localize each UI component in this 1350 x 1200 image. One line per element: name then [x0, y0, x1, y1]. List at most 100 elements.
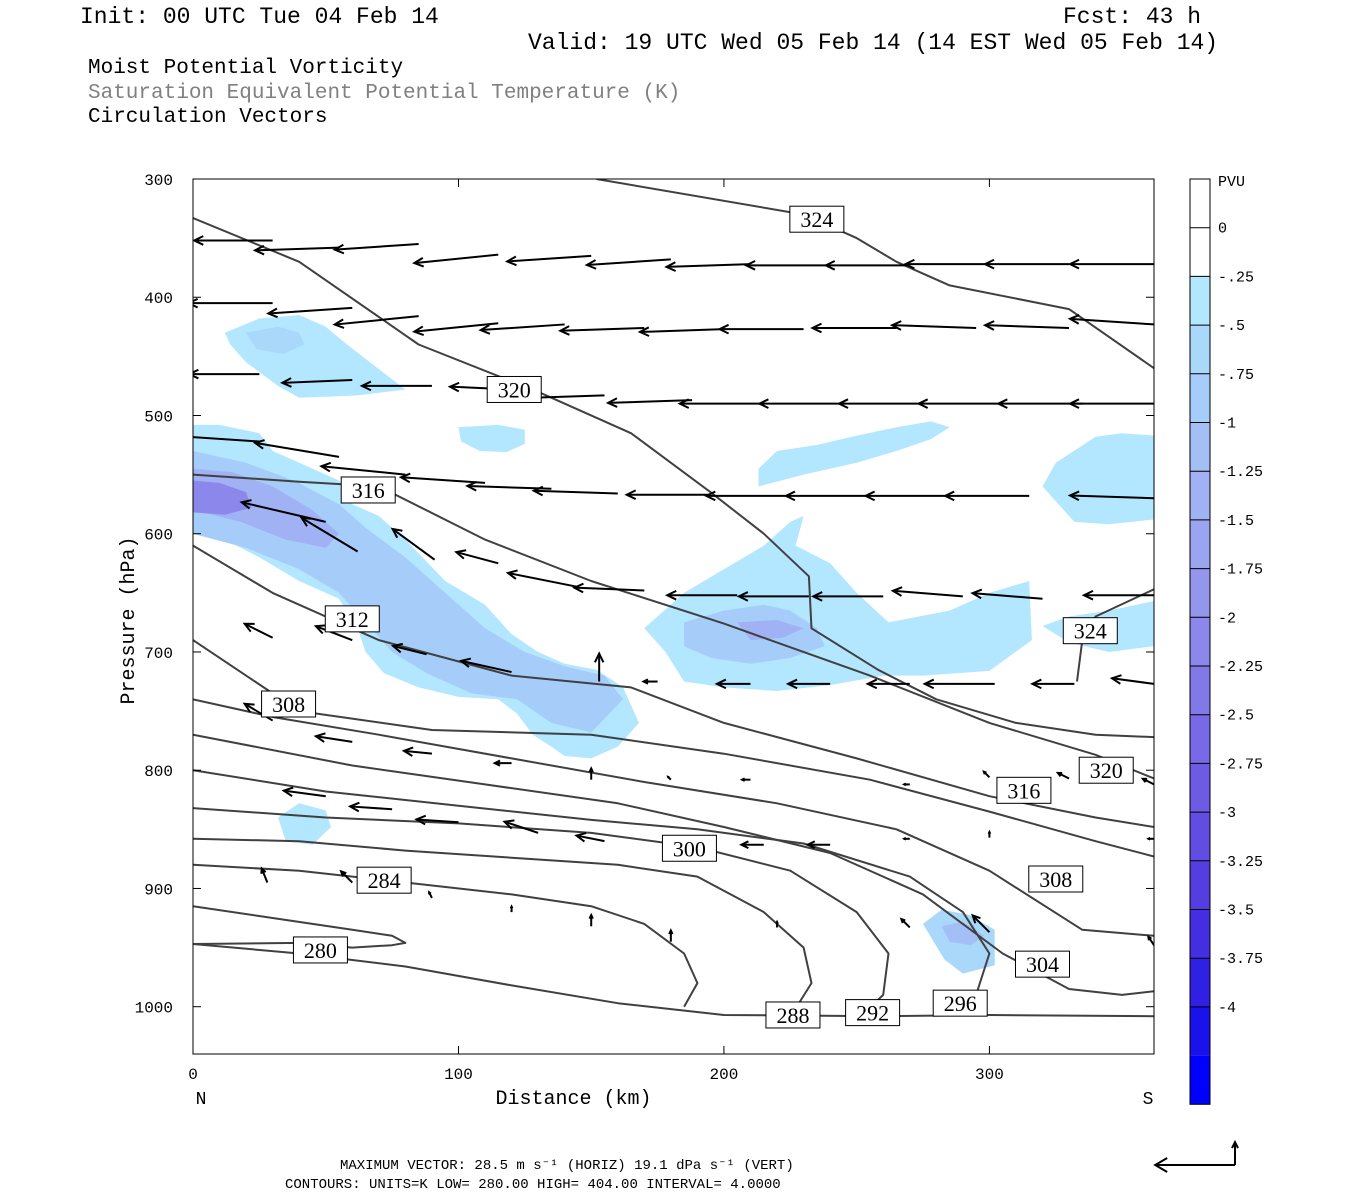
contour-label-320: 320 [1078, 756, 1134, 784]
contour-label-box [932, 989, 988, 1017]
circulation-vector-head [739, 840, 749, 850]
reference-vector-vert-head [1231, 1139, 1239, 1149]
circulation-vector [244, 702, 274, 722]
circulation-vector-head [412, 256, 425, 268]
circulation-vector-head [504, 255, 517, 267]
circulation-vector-head [739, 777, 746, 782]
circulation-vector [193, 436, 260, 443]
contour-label-box [789, 205, 845, 233]
circulation-vector [507, 254, 592, 263]
circulation-vector-head [889, 320, 902, 331]
circulation-vector-head [668, 928, 674, 935]
theta-es-contour-324 [596, 179, 1154, 370]
circulation-vector [282, 379, 353, 384]
circulation-vector-head [347, 801, 360, 813]
contour-label-304: 304 [1015, 950, 1071, 978]
circulation-vector [574, 586, 645, 592]
colorbar-swatch [1190, 666, 1210, 715]
contour-label-316: 316 [996, 776, 1052, 804]
circulation-vector-head [492, 759, 501, 767]
colorbar-level-label: 0 [1218, 221, 1227, 238]
y-tick-label: 300 [144, 172, 173, 190]
circulation-vector-head [299, 516, 312, 527]
circulation-vector-head [465, 481, 477, 492]
circulation-vector-head [901, 837, 907, 841]
contour-label-box [845, 999, 901, 1027]
theta-es-contour-304 [193, 698, 1154, 937]
max-vector-note: MAXIMUM VECTOR: 28.5 m s⁻¹ (HORIZ) 19.1 … [340, 1158, 794, 1174]
contour-label-312: 312 [324, 605, 380, 633]
circulation-vector [414, 253, 499, 265]
circulation-vector-head [736, 591, 749, 602]
circulation-vector [334, 315, 419, 326]
colorbar-level-label: -4 [1218, 1000, 1236, 1017]
y-tick-label: 1000 [135, 1000, 173, 1018]
contour-label-box [486, 375, 542, 403]
circulation-vector [350, 805, 393, 811]
colorbar-title: PVU [1218, 174, 1245, 191]
contour-label-box [1078, 756, 1134, 784]
circulation-vector [334, 243, 419, 251]
circulation-vector [391, 528, 436, 561]
colorbar-frame [1189, 178, 1211, 1105]
circulation-vector-head [1081, 589, 1094, 601]
contour-label-box [996, 776, 1052, 804]
circulation-vector-head [901, 782, 907, 787]
circulation-vector-head [865, 678, 878, 690]
circulation-vector [254, 246, 340, 252]
circulation-vector-head [717, 323, 730, 335]
circulation-vector [507, 571, 579, 588]
theta-es-contour-284 [193, 863, 699, 1008]
circulation-vector [315, 625, 353, 642]
circulation-vector [892, 324, 977, 329]
contour-label-text: 292 [856, 1001, 889, 1026]
circulation-vector-head [810, 322, 822, 334]
circulation-vector-head [239, 499, 252, 510]
circulation-vector-head [265, 307, 278, 319]
circulation-vector-head [903, 258, 915, 270]
circulation-vector-head [916, 398, 929, 409]
theta-es-contour-300 [193, 733, 1154, 996]
circulation-vector [416, 818, 459, 824]
circulation-vector-head [458, 657, 472, 668]
contour-label-box [1028, 865, 1084, 893]
circulation-vector-head [996, 398, 1008, 409]
pv-shaded-region [1042, 433, 1154, 525]
circulation-vector [971, 914, 991, 933]
circulation-vector-head [584, 259, 597, 270]
circulation-vector-head [332, 318, 345, 329]
circulation-vector-head [982, 320, 995, 331]
colorbar-swatch [1190, 617, 1210, 666]
colorbar-level-label: -3.75 [1218, 951, 1263, 968]
circulation-vector-head [502, 819, 515, 830]
circulation-vector [254, 441, 340, 458]
contour-label-box [765, 1001, 821, 1029]
contour-label-box [324, 605, 380, 633]
contour-label-box [1062, 617, 1118, 645]
circulation-vector-head [398, 472, 411, 484]
circulation-vector-head [1055, 771, 1063, 777]
contour-label-320: 320 [486, 375, 542, 403]
contour-label-box [292, 936, 348, 964]
circulation-vector-head [281, 786, 294, 797]
circulation-vector-head [1067, 490, 1080, 501]
colorbar-level-label: -3 [1218, 805, 1236, 822]
y-tick-label: 500 [144, 408, 173, 426]
circulation-vector-head [714, 678, 727, 690]
circulation-vector-head [242, 622, 255, 633]
circulation-vector-head [775, 919, 779, 925]
contour-label-text: 300 [673, 836, 706, 861]
colorbar-swatch [1190, 1055, 1210, 1105]
circulation-vector [340, 870, 353, 884]
contour-label-280: 280 [292, 936, 348, 964]
contour-label-text: 308 [1039, 867, 1072, 892]
contour-label-text: 280 [304, 938, 337, 963]
circulation-vector-head [260, 866, 267, 874]
circulation-vector-head [982, 258, 995, 270]
circulation-vector [1069, 494, 1154, 500]
colorbar-level-label: -2.25 [1218, 659, 1263, 676]
circulation-vector [639, 328, 724, 333]
colorbar-level-label: -2 [1218, 610, 1236, 627]
circulation-vector-head [313, 732, 326, 743]
